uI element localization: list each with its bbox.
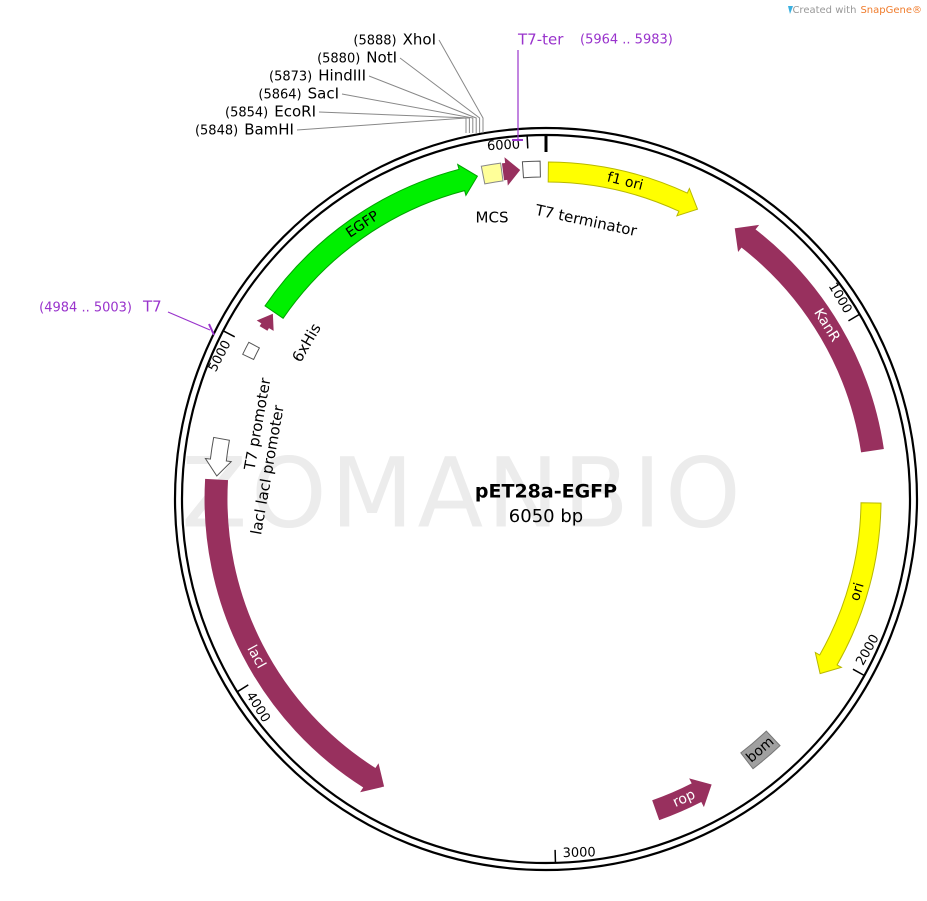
site-position: (5888) [353, 34, 396, 49]
site-name: SacI [308, 85, 339, 103]
site-leader [368, 75, 477, 133]
site-name: BamHI [244, 121, 294, 139]
site-position: (5854) [225, 106, 268, 121]
feature-label: ori [847, 581, 868, 603]
map-length: 6050 bp [509, 506, 583, 527]
site-position: (5848) [195, 124, 238, 139]
primer-name: T7-ter [517, 31, 564, 49]
feature-label: T7 terminator [533, 201, 639, 240]
feature-arrow [264, 163, 479, 319]
site-position: (5880) [317, 52, 360, 67]
site-name: XhoI [403, 31, 436, 49]
site-position: (5864) [258, 88, 301, 103]
watermark: ZOMANBIO [181, 437, 744, 549]
backbone-outer [173, 126, 919, 872]
created-with: Created with [792, 5, 856, 16]
primer-range: (4984 .. 5003) [39, 301, 132, 316]
tick-label: 3000 [562, 845, 595, 861]
primer-leader [167, 311, 211, 331]
feature-arrow [521, 160, 541, 179]
feature-arrow [547, 161, 699, 217]
feature-arrow [204, 478, 385, 793]
feature-arrow [734, 224, 884, 453]
feature-arrow [242, 341, 261, 361]
feature-arrow [501, 157, 521, 186]
site-name: EcoRI [274, 103, 316, 121]
brand-icon [788, 6, 793, 14]
feature-arrow [204, 436, 233, 477]
feature-arrow [740, 730, 781, 770]
feature-arrow [652, 778, 712, 821]
brand: SnapGene® [860, 5, 922, 16]
site-leader [318, 111, 470, 133]
feature-label: 6xHis [288, 320, 325, 365]
primer-name: T7 [142, 298, 162, 316]
site-position: (5873) [269, 70, 312, 85]
tick-label: 6000 [487, 137, 521, 154]
feature-arrow [480, 162, 504, 185]
site-leader [399, 57, 481, 133]
feature-label: MCS [476, 209, 509, 227]
primer-range: (5964 .. 5983) [580, 33, 673, 48]
site-name: NotI [366, 49, 397, 67]
site-leader [296, 117, 467, 133]
primer-mark [208, 323, 215, 336]
tick-mark [848, 313, 861, 322]
site-leader [341, 93, 474, 133]
tick-mark [222, 330, 236, 338]
tick-mark [852, 668, 865, 677]
tick-mark [236, 684, 249, 693]
feature-arrow [256, 313, 274, 331]
feature-arrow [814, 502, 882, 675]
backbone-inner [180, 133, 912, 865]
site-leader [438, 39, 484, 133]
tick-mark [526, 135, 529, 149]
map-name: pET28a-EGFP [475, 481, 617, 503]
site-name: HindIII [318, 67, 366, 85]
